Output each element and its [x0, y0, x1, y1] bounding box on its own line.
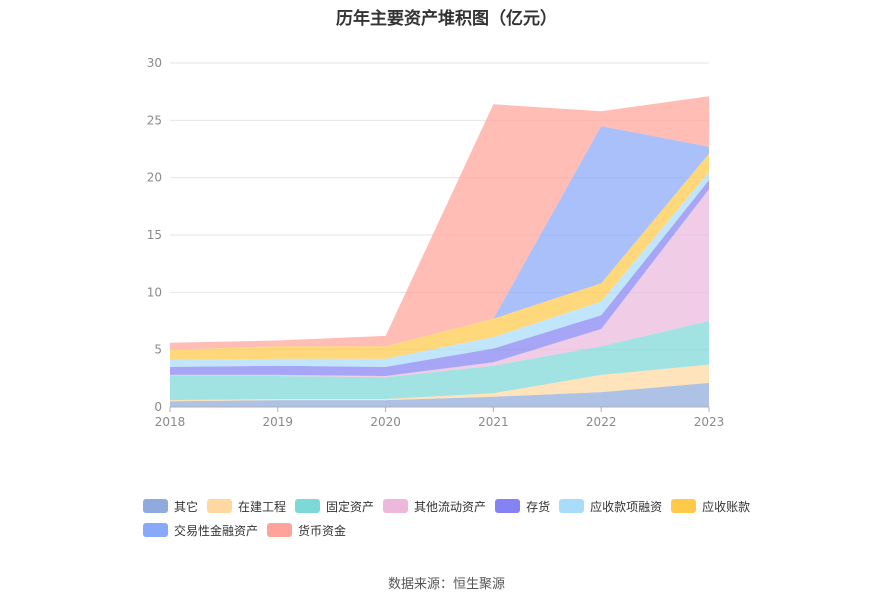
legend-item[interactable]: 应收账款 [671, 494, 750, 518]
legend-label: 货币资金 [298, 523, 347, 538]
legend-item[interactable]: 应收款项融资 [559, 494, 662, 518]
area-series-其它[interactable] [170, 382, 709, 407]
area-series [170, 96, 709, 407]
legend-swatch [267, 523, 293, 537]
x-tick-label: 2022 [586, 415, 617, 429]
y-tick-label: 10 [147, 285, 162, 299]
chart-title: 历年主要资产堆积图（亿元） [336, 9, 557, 29]
y-tick-label: 0 [154, 400, 162, 414]
data-source: 数据来源：恒生聚源 [387, 577, 505, 592]
legend-label: 在建工程 [238, 499, 287, 514]
area-series-应收账款[interactable] [170, 153, 709, 360]
x-tick-label: 2019 [263, 415, 294, 429]
legend-label: 交易性金融资产 [174, 523, 259, 538]
x-tick-label: 2021 [478, 415, 509, 429]
legend-label: 固定资产 [326, 499, 375, 514]
x-tick-label: 2020 [370, 415, 401, 429]
legend-label: 应收账款 [702, 499, 751, 514]
legend: 其它 在建工程 固定资产 其他流动资产 存货 应收款项融资 应收账款交易性金融资产 货币资金 [143, 494, 783, 542]
legend-item[interactable]: 其他流动资产 [383, 494, 486, 518]
legend-item[interactable]: 货币资金 [267, 518, 346, 542]
area-series-交易性金融资产[interactable] [170, 126, 709, 350]
legend-swatch [143, 499, 168, 513]
legend-swatch [207, 499, 233, 513]
axes: 0 5 10 15 20 25 30 2018 2019 2020 2021 2022 2023 [147, 56, 725, 429]
area-series-货币资金[interactable] [170, 96, 709, 350]
legend-label: 应收款项融资 [590, 499, 663, 514]
legend-swatch [671, 499, 697, 513]
legend-swatch [495, 499, 521, 513]
y-tick-label: 25 [147, 113, 162, 127]
y-tick-label: 5 [154, 343, 162, 357]
area-series-存货[interactable] [170, 180, 709, 376]
stacked-area-chart: 0 5 10 15 20 25 30 2018 2019 2020 2021 2022 2023 [147, 56, 725, 429]
area-series-在建工程[interactable] [170, 364, 709, 402]
legend-label: 其他流动资产 [414, 499, 487, 514]
legend-swatch [559, 499, 585, 513]
area-series-固定资产[interactable] [170, 321, 709, 401]
legend-item[interactable]: 存货 [495, 494, 550, 518]
y-tick-label: 20 [147, 171, 162, 185]
legend-row: 其它 在建工程 固定资产 其他流动资产 存货 应收款项融资 应收账款交易性金融资产 货币资金 [143, 494, 783, 542]
y-tick-label: 30 [147, 56, 162, 70]
legend-swatch [383, 499, 409, 513]
legend-item[interactable]: 在建工程 [207, 494, 286, 518]
legend-label: 其它 [174, 499, 199, 514]
legend-item[interactable]: 固定资产 [295, 494, 374, 518]
area-series-应收款项融资[interactable] [170, 171, 709, 367]
x-tick-label: 2023 [694, 415, 725, 429]
x-tick-label: 2018 [155, 415, 186, 429]
legend-item[interactable]: 交易性金融资产 [143, 518, 258, 542]
legend-swatch [143, 523, 168, 537]
legend-item[interactable]: 其它 [143, 494, 198, 518]
legend-label: 存货 [526, 499, 551, 514]
legend-swatch [295, 499, 321, 513]
y-tick-label: 15 [147, 228, 162, 242]
